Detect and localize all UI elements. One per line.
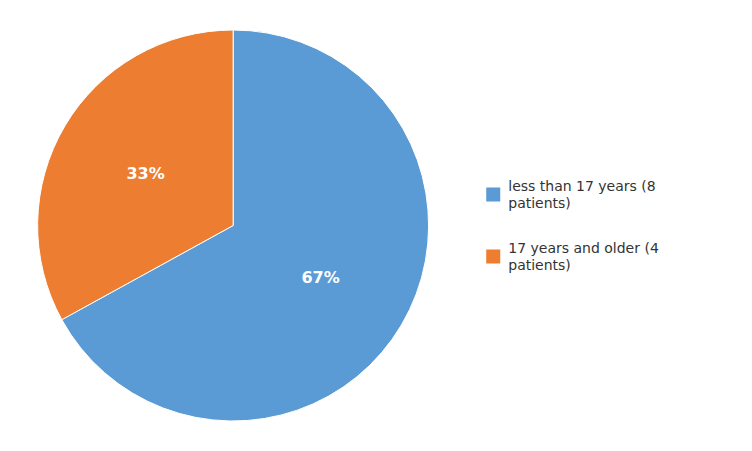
plot-area	[38, 30, 429, 421]
legend-label-line: 17 years and older (4	[508, 240, 659, 256]
legend-item: less than 17 years (8patients)	[486, 178, 655, 211]
legend-label-line: patients)	[508, 257, 571, 273]
legend-label: 17 years and older (4patients)	[508, 240, 659, 273]
legend: less than 17 years (8patients)17 years a…	[486, 178, 659, 273]
legend-label-line: patients)	[508, 195, 571, 211]
pie	[38, 30, 429, 421]
chart: 67%33%less than 17 years (8patients)17 y…	[0, 0, 752, 451]
data-labels: 67% 33%	[126, 164, 339, 286]
legend-swatch	[486, 250, 500, 264]
legend-item: 17 years and older (4patients)	[486, 240, 659, 273]
legend-label-line: less than 17 years (8	[508, 178, 655, 194]
legend-swatch	[486, 188, 500, 202]
data-label: 33%	[126, 164, 164, 183]
pie-slice	[38, 30, 234, 320]
legend-label: less than 17 years (8patients)	[508, 178, 655, 211]
data-label: 67%	[301, 268, 339, 287]
